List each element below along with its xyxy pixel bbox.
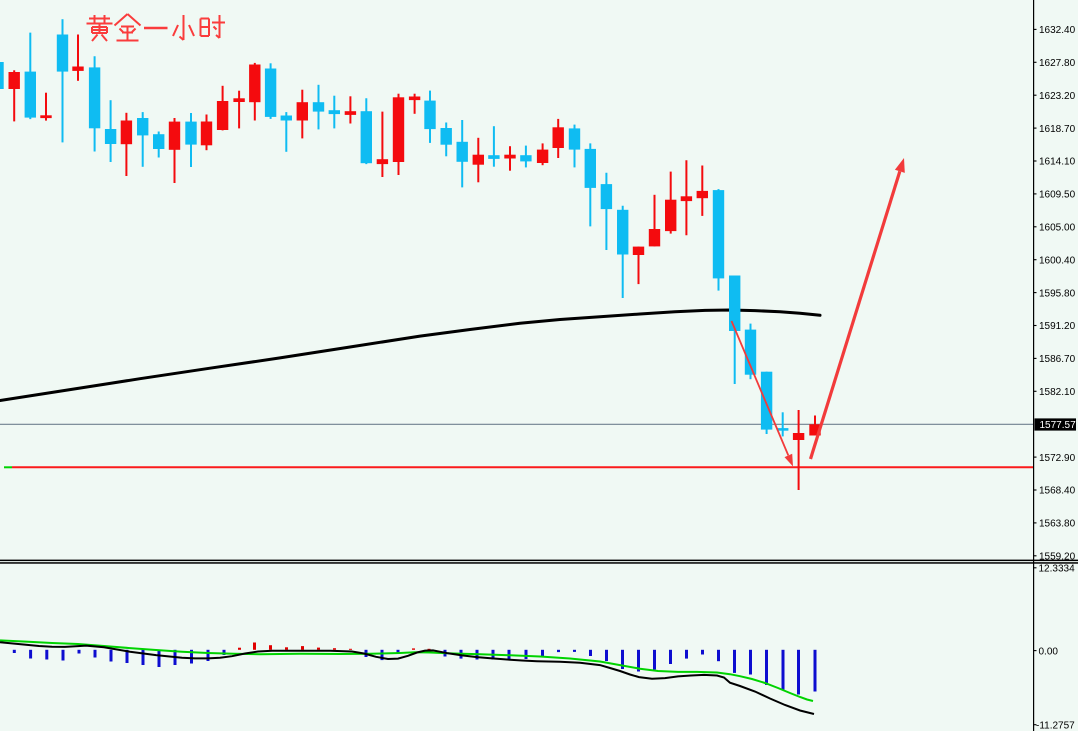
svg-text:1614.10: 1614.10	[1039, 157, 1076, 168]
svg-text:1577.57: 1577.57	[1040, 420, 1077, 431]
svg-text:1632.40: 1632.40	[1039, 25, 1076, 36]
svg-text:1618.70: 1618.70	[1039, 124, 1076, 135]
svg-text:12.3334: 12.3334	[1039, 564, 1076, 575]
svg-text:1563.80: 1563.80	[1039, 519, 1076, 530]
svg-text:1586.70: 1586.70	[1039, 354, 1076, 365]
svg-text:1595.80: 1595.80	[1039, 288, 1076, 299]
svg-text:1600.40: 1600.40	[1039, 255, 1076, 266]
svg-text:1582.10: 1582.10	[1039, 387, 1076, 398]
svg-text:1609.50: 1609.50	[1039, 190, 1076, 201]
svg-text:1627.80: 1627.80	[1039, 58, 1076, 69]
svg-text:1559.20: 1559.20	[1039, 552, 1076, 563]
svg-text:0.00: 0.00	[1039, 646, 1059, 657]
svg-text:1572.90: 1572.90	[1039, 453, 1076, 464]
svg-text:-11.2757: -11.2757	[1036, 720, 1075, 731]
svg-text:1623.20: 1623.20	[1039, 91, 1076, 102]
svg-text:1591.20: 1591.20	[1039, 321, 1076, 332]
svg-text:1605.00: 1605.00	[1039, 223, 1076, 234]
svg-text:1568.40: 1568.40	[1039, 486, 1076, 497]
